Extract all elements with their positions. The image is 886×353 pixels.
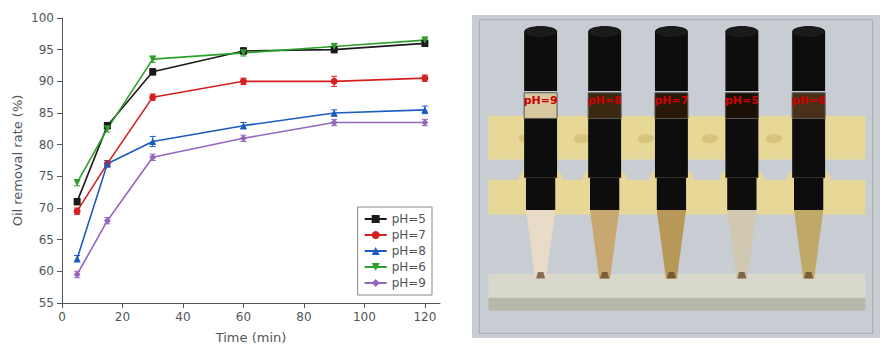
svg-text:pH=6: pH=6 xyxy=(792,94,826,107)
svg-text:pH=8: pH=8 xyxy=(392,244,426,258)
svg-text:80: 80 xyxy=(39,138,54,152)
svg-text:100: 100 xyxy=(31,11,54,25)
svg-text:20: 20 xyxy=(115,310,130,324)
svg-text:55: 55 xyxy=(39,296,54,310)
svg-text:100: 100 xyxy=(353,310,376,324)
svg-text:60: 60 xyxy=(39,264,54,278)
svg-text:pH=5: pH=5 xyxy=(392,212,426,226)
svg-text:80: 80 xyxy=(296,310,311,324)
svg-text:90: 90 xyxy=(39,74,54,88)
svg-text:70: 70 xyxy=(39,201,54,215)
svg-text:95: 95 xyxy=(39,43,54,57)
svg-text:40: 40 xyxy=(175,310,190,324)
svg-text:pH=7: pH=7 xyxy=(654,94,688,107)
svg-text:85: 85 xyxy=(39,106,54,120)
svg-text:pH=7: pH=7 xyxy=(392,228,426,242)
svg-text:pH=5: pH=5 xyxy=(725,94,759,107)
svg-text:120: 120 xyxy=(413,310,436,324)
svg-text:60: 60 xyxy=(236,310,251,324)
svg-text:pH=6: pH=6 xyxy=(392,260,426,274)
svg-text:65: 65 xyxy=(39,233,54,247)
svg-text:pH=9: pH=9 xyxy=(524,94,558,107)
svg-text:Time (min): Time (min) xyxy=(215,330,287,345)
svg-text:Oil removal rate (%): Oil removal rate (%) xyxy=(10,95,25,227)
svg-text:0: 0 xyxy=(58,310,66,324)
svg-text:pH=8: pH=8 xyxy=(588,94,622,107)
svg-text:pH=9: pH=9 xyxy=(392,276,426,290)
svg-text:75: 75 xyxy=(39,169,54,183)
